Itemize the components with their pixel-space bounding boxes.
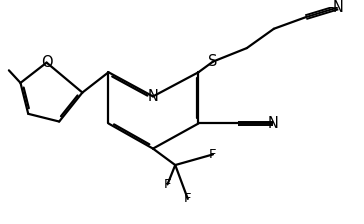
Text: N: N <box>268 116 278 131</box>
Text: O: O <box>41 55 52 70</box>
Text: F: F <box>164 178 171 191</box>
Text: N: N <box>332 0 343 15</box>
Text: F: F <box>209 148 217 161</box>
Text: F: F <box>184 192 191 205</box>
Text: S: S <box>208 54 218 69</box>
Text: N: N <box>147 89 158 104</box>
